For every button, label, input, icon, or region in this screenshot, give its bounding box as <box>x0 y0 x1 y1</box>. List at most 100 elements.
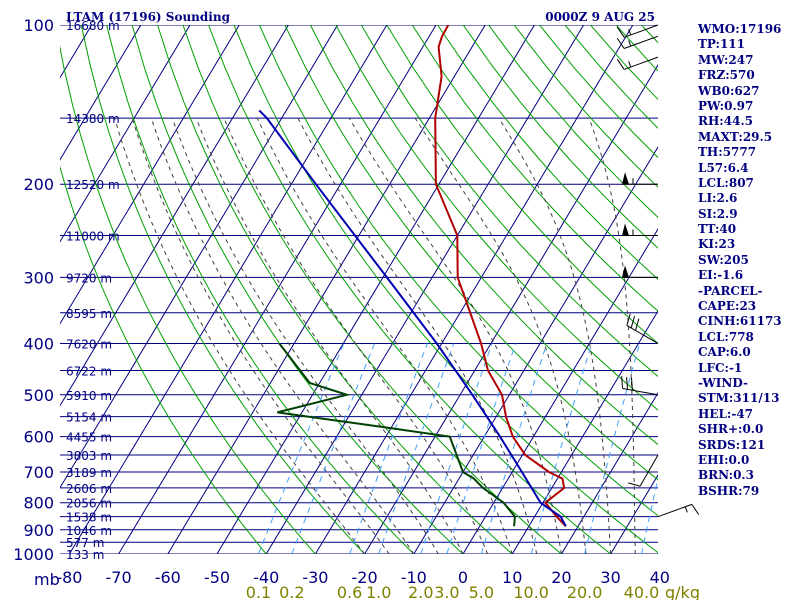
sounding-index-item: LI:2.6 <box>698 191 738 206</box>
sounding-index-item: RH:44.5 <box>698 114 753 129</box>
moist-adiabat-line <box>256 117 513 554</box>
dry-adiabats <box>60 25 658 554</box>
moist-adiabat-line <box>150 118 415 554</box>
chart-grid <box>60 25 658 554</box>
mixing-ratio-line <box>291 343 375 554</box>
sounding-index-item: LFC:-1 <box>698 360 743 375</box>
moist-adiabat-line <box>588 118 636 554</box>
wind-barb-staff <box>626 325 659 344</box>
dry-adiabat-line <box>437 25 658 280</box>
sounding-index-item: TP:111 <box>698 37 746 52</box>
isotherm-line <box>167 25 486 554</box>
pressure-tick-label: 100 <box>23 16 54 35</box>
height-tick-label: 2056 m <box>66 497 112 511</box>
height-tick-label: 16680 m <box>66 19 120 33</box>
sounding-index-item: -PARCEL- <box>698 283 763 298</box>
temperature-tick-label: -80 <box>56 568 82 587</box>
moist-adiabat-line <box>660 118 667 554</box>
wind-barb-flag <box>622 172 629 185</box>
wind-barb-feather <box>631 377 633 391</box>
mixing-ratio-line <box>530 343 593 554</box>
mixing-ratio-tick-label: 20.0 <box>567 583 603 600</box>
temperature-tick-label: -40 <box>253 568 279 587</box>
wind-barb-half-feather <box>684 506 688 513</box>
wind-barb-half-feather <box>628 61 632 68</box>
wind-barb-feather <box>630 315 636 329</box>
pressure-tick-label: 300 <box>23 268 54 287</box>
height-tick-label: 4455 m <box>66 431 112 445</box>
temperature-tick-label: 0 <box>458 568 468 587</box>
mixing-ratio-unit-label: g/kg <box>665 583 700 600</box>
sounding-index-item: WB0:627 <box>698 83 760 98</box>
isotherm-line <box>314 25 634 554</box>
sounding-index-item: MAXT:29.5 <box>698 129 773 144</box>
temperature-tick-label: -20 <box>352 568 378 587</box>
sounding-indices-panel: WMO:17196 TP:111 MW:247 FRZ:570 WB0:627 PW:0.… <box>698 22 798 499</box>
wind-barb-feather <box>626 313 631 326</box>
dry-adiabat-line <box>386 25 658 345</box>
sounding-index-item: PW:0.97 <box>698 98 754 113</box>
dry-adiabat-line <box>60 165 267 554</box>
temperature-tick-label: -70 <box>106 568 132 587</box>
sounding-index-item: TT:40 <box>698 222 737 237</box>
wind-barb <box>627 454 659 487</box>
wind-barb-feather <box>616 58 625 70</box>
temperature-tick-label: 10 <box>502 568 522 587</box>
isotherm-line <box>216 25 535 554</box>
pressure-tick-label: 500 <box>23 386 54 405</box>
height-tick-label: 14380 m <box>66 112 120 126</box>
height-tick-label: 2606 m <box>66 482 112 496</box>
wind-barb-flag <box>622 223 629 236</box>
temperature-tick-label: 30 <box>600 568 620 587</box>
wind-barb-staff <box>624 24 659 38</box>
wind-barb-staff <box>622 388 659 396</box>
mixing-ratio-tick-label: 0.1 <box>246 583 271 600</box>
pressure-tick-label: 1000 <box>13 545 54 564</box>
height-tick-label: 133 m <box>66 548 104 562</box>
mixing-ratio-tick-label: 40.0 <box>624 583 660 600</box>
mixing-ratio-tick-label: 1.0 <box>366 583 391 600</box>
isotherm-line <box>364 64 658 554</box>
wind-barb <box>616 56 659 70</box>
height-tick-label: 3803 m <box>66 449 112 463</box>
pressure-unit-label: mb <box>34 570 60 589</box>
sounding-index-item: WMO:17196 <box>698 22 782 36</box>
height-tick-label: 7620 m <box>66 337 112 351</box>
wind-barb-staff <box>657 503 692 518</box>
dry-adiabat-line <box>157 25 513 554</box>
height-tick-label: 6722 m <box>66 365 112 379</box>
dry-adiabat-line <box>284 25 658 481</box>
sounding-index-item: CAP:6.0 <box>698 345 751 360</box>
mixing-ratio-line <box>641 476 658 554</box>
sounding-index-item: SI:2.9 <box>698 206 738 221</box>
temperature-tick-label: -60 <box>155 568 181 587</box>
sounding-time: 0000Z 9 AUG 25 <box>545 10 655 24</box>
sounding-index-item: EI:-1.6 <box>698 268 744 283</box>
isotherm-line <box>560 392 658 554</box>
mixing-ratio-line <box>480 343 548 554</box>
height-tick-label: 8595 m <box>66 307 112 321</box>
sounding-index-item: LCL:778 <box>698 329 754 344</box>
dry-adiabat-line <box>131 25 464 554</box>
isotherm-line <box>60 25 339 489</box>
moist-adiabat-line <box>498 117 612 554</box>
mixing-ratio-line <box>420 343 493 554</box>
wind-barb-half-feather <box>628 29 632 36</box>
dry-adiabat-line <box>208 25 611 554</box>
sounding-index-item: STM:311/13 <box>698 391 780 406</box>
wind-barb-half-feather <box>628 40 632 47</box>
wind-barb-feather <box>627 482 641 487</box>
sounding-index-item: SRDS:121 <box>698 437 766 452</box>
sounding-index-item: FRZ:570 <box>698 68 755 83</box>
height-tick-label: 9720 m <box>66 271 112 285</box>
sounding-series <box>258 25 567 527</box>
isotherm-line <box>60 25 191 243</box>
wind-barb-feather <box>621 376 624 389</box>
temperature-tick-label: 40 <box>650 568 670 587</box>
isotherm-line <box>511 310 658 554</box>
mixing-ratio-tick-label: 5.0 <box>469 583 494 600</box>
isotherm-line <box>413 146 658 554</box>
height-tick-label: 577 m <box>66 536 104 550</box>
wind-barb-feather <box>626 376 628 390</box>
